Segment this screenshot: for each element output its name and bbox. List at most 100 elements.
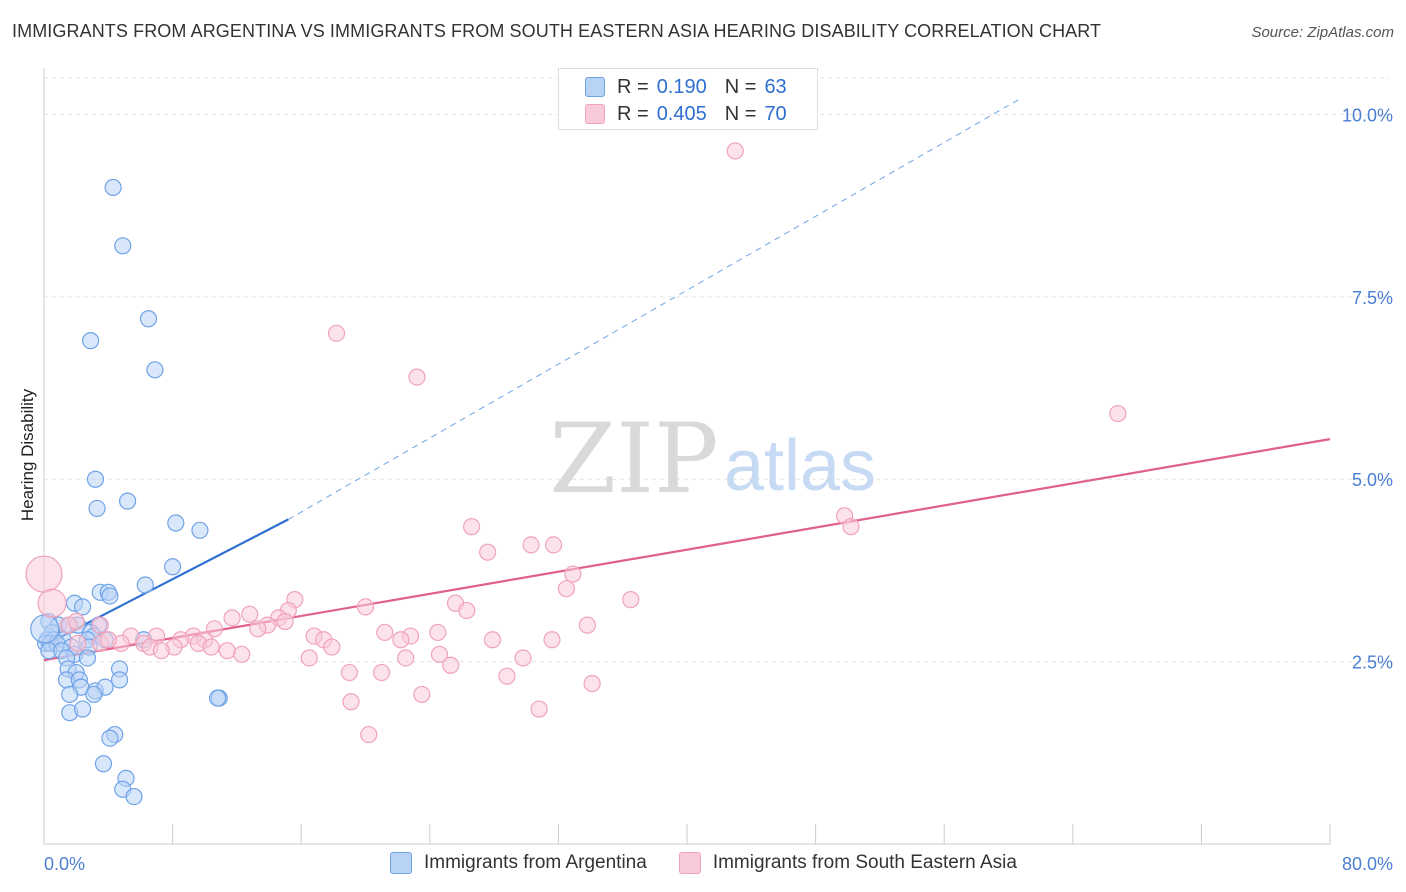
point-se-asia bbox=[218, 642, 236, 660]
trend-extension-argentina bbox=[288, 99, 1019, 520]
point-se-asia bbox=[99, 631, 117, 649]
tick-labels: 2.5% 5.0% 7.5% 10.0% 0.0% 80.0% bbox=[44, 105, 1393, 874]
point-se-asia bbox=[458, 601, 476, 620]
point-se-asia bbox=[202, 638, 220, 656]
point-se-asia bbox=[442, 656, 460, 674]
point-argentina bbox=[209, 689, 227, 707]
legend-swatch-pink bbox=[585, 104, 605, 124]
point-se-asia bbox=[479, 543, 497, 561]
point-se-asia bbox=[557, 580, 576, 598]
point-se-asia bbox=[522, 536, 540, 554]
legend-n-label: N = bbox=[724, 75, 757, 98]
series-legend-argentina[interactable]: Immigrants from Argentina bbox=[390, 852, 647, 874]
point-se-asia bbox=[327, 324, 346, 342]
point-se-asia bbox=[69, 634, 87, 652]
grid-lines bbox=[44, 77, 1390, 663]
point-se-asia bbox=[205, 620, 223, 638]
point-argentina bbox=[139, 310, 158, 328]
axes bbox=[43, 68, 1331, 845]
point-argentina bbox=[85, 685, 103, 704]
y-tick-label: 5.0% bbox=[1352, 470, 1393, 490]
point-se-asia bbox=[578, 616, 596, 634]
point-se-asia bbox=[152, 642, 170, 660]
point-argentina bbox=[30, 614, 60, 644]
point-se-asia bbox=[241, 605, 259, 623]
point-se-asia bbox=[1109, 404, 1127, 423]
point-se-asia bbox=[842, 518, 860, 536]
trend-lines bbox=[43, 99, 1331, 662]
point-se-asia bbox=[91, 616, 109, 634]
point-se-asia bbox=[340, 663, 359, 682]
point-argentina bbox=[118, 492, 137, 510]
point-se-asia bbox=[397, 649, 415, 667]
point-argentina bbox=[73, 598, 92, 616]
point-se-asia bbox=[376, 623, 394, 642]
point-se-asia bbox=[342, 693, 360, 711]
point-se-asia bbox=[544, 536, 563, 554]
point-argentina bbox=[146, 361, 164, 379]
point-se-asia bbox=[430, 645, 449, 663]
series-label: Immigrants from Argentina bbox=[424, 852, 647, 873]
point-se-asia bbox=[249, 620, 267, 638]
point-se-asia bbox=[462, 518, 481, 536]
point-argentina bbox=[88, 499, 106, 518]
watermark: ZIP atlas bbox=[549, 403, 876, 515]
point-se-asia bbox=[223, 609, 241, 627]
point-argentina bbox=[94, 755, 113, 773]
legend-r-label: R = bbox=[617, 75, 649, 98]
point-se-asia bbox=[392, 631, 410, 649]
point-argentina bbox=[82, 332, 100, 350]
point-argentina bbox=[164, 558, 182, 576]
point-argentina bbox=[136, 576, 154, 594]
point-argentina bbox=[114, 237, 132, 255]
legend-row-se-asia: R = 0.405 N = 70 bbox=[585, 102, 805, 126]
legend-n-value: 70 bbox=[764, 102, 787, 125]
chart-title: IMMIGRANTS FROM ARGENTINA VS IMMIGRANTS … bbox=[12, 21, 1102, 41]
y-tick-label: 7.5% bbox=[1352, 288, 1393, 308]
series-legend-se-asia[interactable]: Immigrants from South Eastern Asia bbox=[678, 852, 1017, 874]
series-swatch-blue bbox=[390, 852, 412, 874]
point-se-asia bbox=[622, 591, 640, 609]
point-se-asia bbox=[356, 598, 375, 616]
data-points bbox=[25, 142, 1127, 806]
point-argentina bbox=[73, 700, 92, 718]
correlation-legend: R = 0.190 N = 63 R = 0.405 N = 70 bbox=[558, 68, 818, 130]
point-se-asia bbox=[233, 645, 251, 663]
point-se-asia bbox=[276, 612, 294, 631]
legend-r-label: R = bbox=[617, 102, 649, 125]
point-argentina bbox=[86, 470, 105, 488]
point-se-asia bbox=[67, 612, 85, 631]
point-se-asia bbox=[360, 725, 378, 744]
point-se-asia bbox=[726, 142, 744, 160]
point-se-asia bbox=[564, 565, 582, 583]
legend-n-value: 63 bbox=[764, 75, 787, 98]
point-se-asia bbox=[408, 368, 426, 386]
point-se-asia bbox=[498, 667, 516, 685]
point-argentina bbox=[61, 685, 79, 704]
series-legend: Immigrants from Argentina Immigrants fro… bbox=[390, 852, 1049, 874]
y-tick-label: 2.5% bbox=[1352, 653, 1393, 673]
point-se-asia bbox=[583, 674, 601, 693]
series-swatch-pink bbox=[678, 852, 701, 874]
point-se-asia bbox=[483, 631, 502, 649]
legend-swatch-blue bbox=[585, 77, 605, 97]
watermark-atlas: atlas bbox=[724, 426, 876, 506]
point-se-asia bbox=[323, 638, 341, 656]
point-se-asia bbox=[429, 623, 447, 642]
point-argentina bbox=[78, 649, 97, 667]
source-credit: Source: ZipAtlas.com bbox=[1251, 24, 1394, 41]
point-argentina bbox=[125, 787, 143, 806]
point-argentina bbox=[167, 514, 185, 532]
point-se-asia bbox=[25, 555, 63, 593]
point-se-asia bbox=[372, 663, 391, 682]
point-se-asia bbox=[543, 631, 561, 649]
point-argentina bbox=[104, 178, 122, 197]
series-label: Immigrants from South Eastern Asia bbox=[712, 852, 1017, 873]
point-se-asia bbox=[413, 685, 431, 704]
point-argentina bbox=[110, 671, 129, 689]
legend-r-value: 0.190 bbox=[656, 75, 707, 98]
legend-row-argentina: R = 0.190 N = 63 bbox=[585, 75, 805, 99]
legend-r-value: 0.405 bbox=[656, 102, 707, 125]
point-se-asia bbox=[300, 649, 318, 667]
